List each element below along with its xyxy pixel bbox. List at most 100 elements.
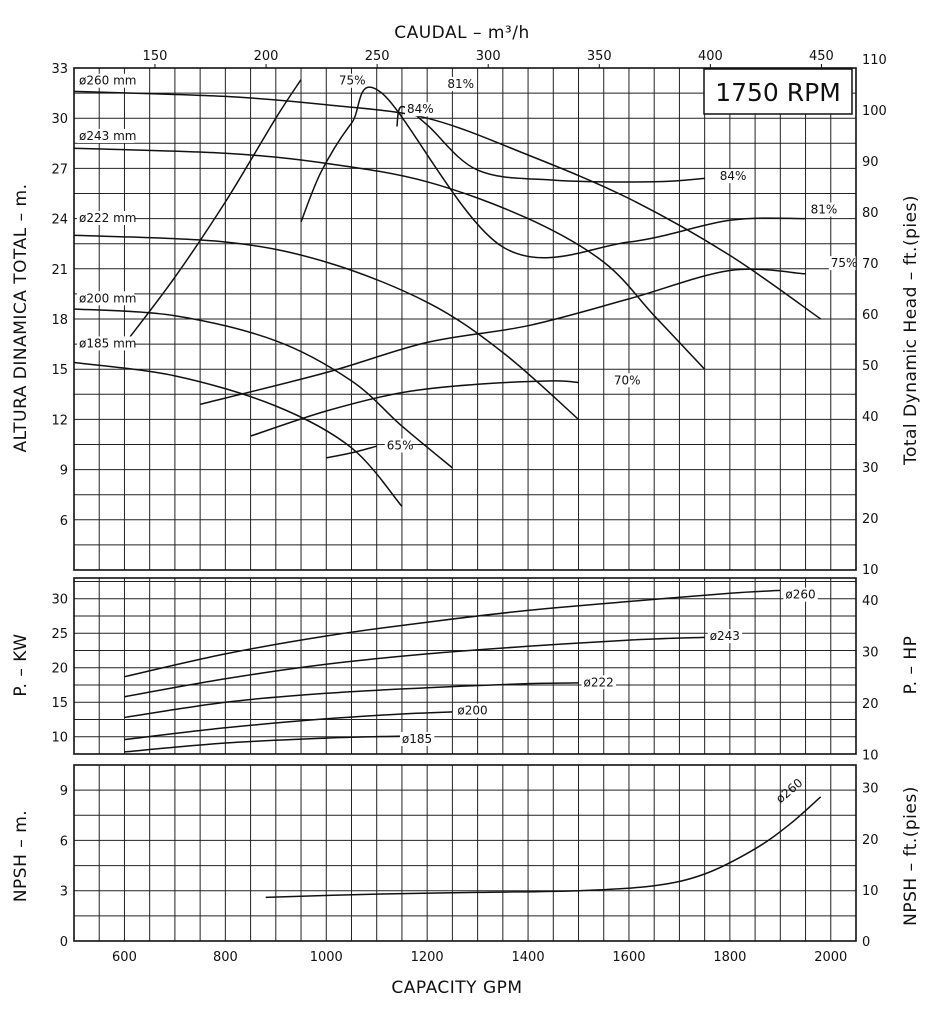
power-curve-label-bg: [581, 675, 616, 690]
head-curve-label-bg: [77, 73, 135, 88]
head-right-tick-label: 50: [862, 359, 879, 374]
bottom-tick-label: 1000: [310, 950, 343, 965]
head-left-tick-label: 24: [51, 213, 68, 228]
head-curve-label: 75%: [831, 256, 858, 270]
chart-curves: [73, 79, 822, 899]
head-curve-label: ø222 mm: [79, 211, 136, 225]
head-left-tick-label: 12: [51, 413, 68, 428]
power-right-axis-title: P. – HP: [901, 636, 921, 695]
bottom-tick-label: 1200: [411, 950, 444, 965]
head-curve-label-bg: [611, 373, 639, 388]
impeller-curve: [73, 308, 453, 469]
head-curve-label: ø260 mm: [79, 74, 136, 88]
head-curve-label: 84%: [407, 102, 434, 116]
power-curve: [124, 682, 579, 719]
impeller-curve: [73, 90, 822, 320]
power-curve-label: ø222: [584, 675, 614, 689]
bottom-tick-label: 2000: [814, 950, 847, 965]
head-left-tick-label: 9: [60, 464, 68, 479]
power-curve-label-bg: [783, 587, 818, 602]
power-curve: [124, 589, 781, 678]
power-curve-label: ø200: [457, 704, 487, 718]
power-right-tick-label: 40: [862, 594, 879, 609]
head-curve-label-bg: [336, 73, 364, 88]
power-curve-label-bg: [399, 731, 435, 746]
power-curve: [124, 636, 705, 698]
top-tick-label: 400: [698, 49, 723, 64]
npsh-right-tick-label: 30: [862, 782, 879, 797]
efficiency-curve: [199, 268, 806, 406]
panel-frame: [73, 764, 857, 942]
impeller-curve: [73, 234, 579, 420]
power-left-tick-label: 30: [51, 593, 68, 608]
bottom-tick-label: 1600: [612, 950, 645, 965]
top-tick-label: 200: [254, 49, 279, 64]
npsh-left-tick-label: 6: [60, 834, 68, 849]
top-tick-label: 150: [143, 49, 168, 64]
head-curve-label: 75%: [339, 74, 366, 88]
npsh-right-axis-title: NPSH – ft.(pies): [901, 786, 921, 926]
top-tick-label: 350: [587, 49, 612, 64]
head-right-tick-label: 90: [862, 155, 879, 170]
head-curve-label-bg: [77, 336, 135, 351]
top-axis-title: CAUDAL – m³/h: [394, 23, 530, 43]
power-left-axis-title: P. – KW: [11, 633, 31, 696]
power-right-tick-label: 30: [862, 645, 879, 660]
power-curve: [124, 735, 402, 753]
top-tick-label: 450: [809, 49, 834, 64]
efficiency-curve: [250, 380, 579, 437]
power-curve-label-bg: [707, 629, 743, 644]
power-curve: [124, 711, 453, 741]
npsh-right-tick-label: 10: [862, 884, 879, 899]
head-right-tick-label: 30: [862, 461, 879, 476]
head-curve-label-bg: [717, 169, 745, 184]
efficiency-curve: [300, 86, 806, 259]
bottom-tick-label: 600: [112, 950, 137, 965]
head-curve-label: ø200 mm: [79, 291, 136, 305]
npsh-right-tick-label: 20: [862, 833, 879, 848]
rpm-label: 1750 RPM: [715, 78, 841, 107]
impeller-curve: [73, 361, 403, 507]
panel-frame: [73, 67, 857, 571]
bottom-tick-label: 1400: [512, 950, 545, 965]
head-curve-label: 81%: [447, 77, 474, 91]
head-curve-label-bg: [445, 77, 473, 92]
head-curve-label: 70%: [614, 373, 641, 387]
head-right-tick-label: 60: [862, 308, 879, 323]
head-right-tick-label: 110: [862, 53, 887, 68]
chart-frames: [73, 67, 857, 942]
head-left-tick-label: 30: [51, 112, 68, 127]
bottom-tick-label: 800: [213, 950, 238, 965]
power-right-tick-label: 20: [862, 697, 879, 712]
npsh-left-tick-label: 9: [60, 784, 68, 799]
top-tick-label: 250: [365, 49, 390, 64]
power-curve-label: ø243: [710, 629, 740, 643]
head-left-axis-title: ALTURA DINAMICA TOTAL – m.: [11, 184, 31, 453]
npsh-left-tick-label: 3: [60, 885, 68, 900]
npsh-left-tick-label: 0: [60, 935, 68, 950]
head-left-tick-label: 18: [51, 313, 68, 328]
npsh-right-tick-label: 0: [862, 935, 870, 950]
power-curve-label-bg: [455, 703, 490, 718]
head-left-tick-label: 15: [51, 363, 68, 378]
head-right-tick-label: 100: [862, 104, 887, 119]
head-right-tick-label: 70: [862, 257, 879, 272]
head-left-tick-label: 27: [51, 162, 68, 177]
power-left-tick-label: 25: [51, 627, 68, 642]
panel-frame: [73, 577, 857, 755]
head-curve-label: ø185 mm: [79, 336, 136, 350]
power-curve-label: ø185: [402, 732, 432, 746]
head-curve-label: ø243 mm: [79, 129, 136, 143]
head-left-tick-label: 6: [60, 514, 68, 529]
chart-grids: [74, 67, 857, 942]
efficiency-curve: [326, 445, 377, 459]
bottom-tick-label: 1800: [713, 950, 746, 965]
power-curve-label: ø260: [785, 588, 815, 602]
head-curve-label-bg: [404, 102, 432, 117]
head-curve-label-bg: [77, 128, 135, 143]
efficiency-curve: [123, 79, 302, 345]
head-curve-label-bg: [384, 438, 412, 453]
head-left-tick-label: 21: [51, 263, 68, 278]
